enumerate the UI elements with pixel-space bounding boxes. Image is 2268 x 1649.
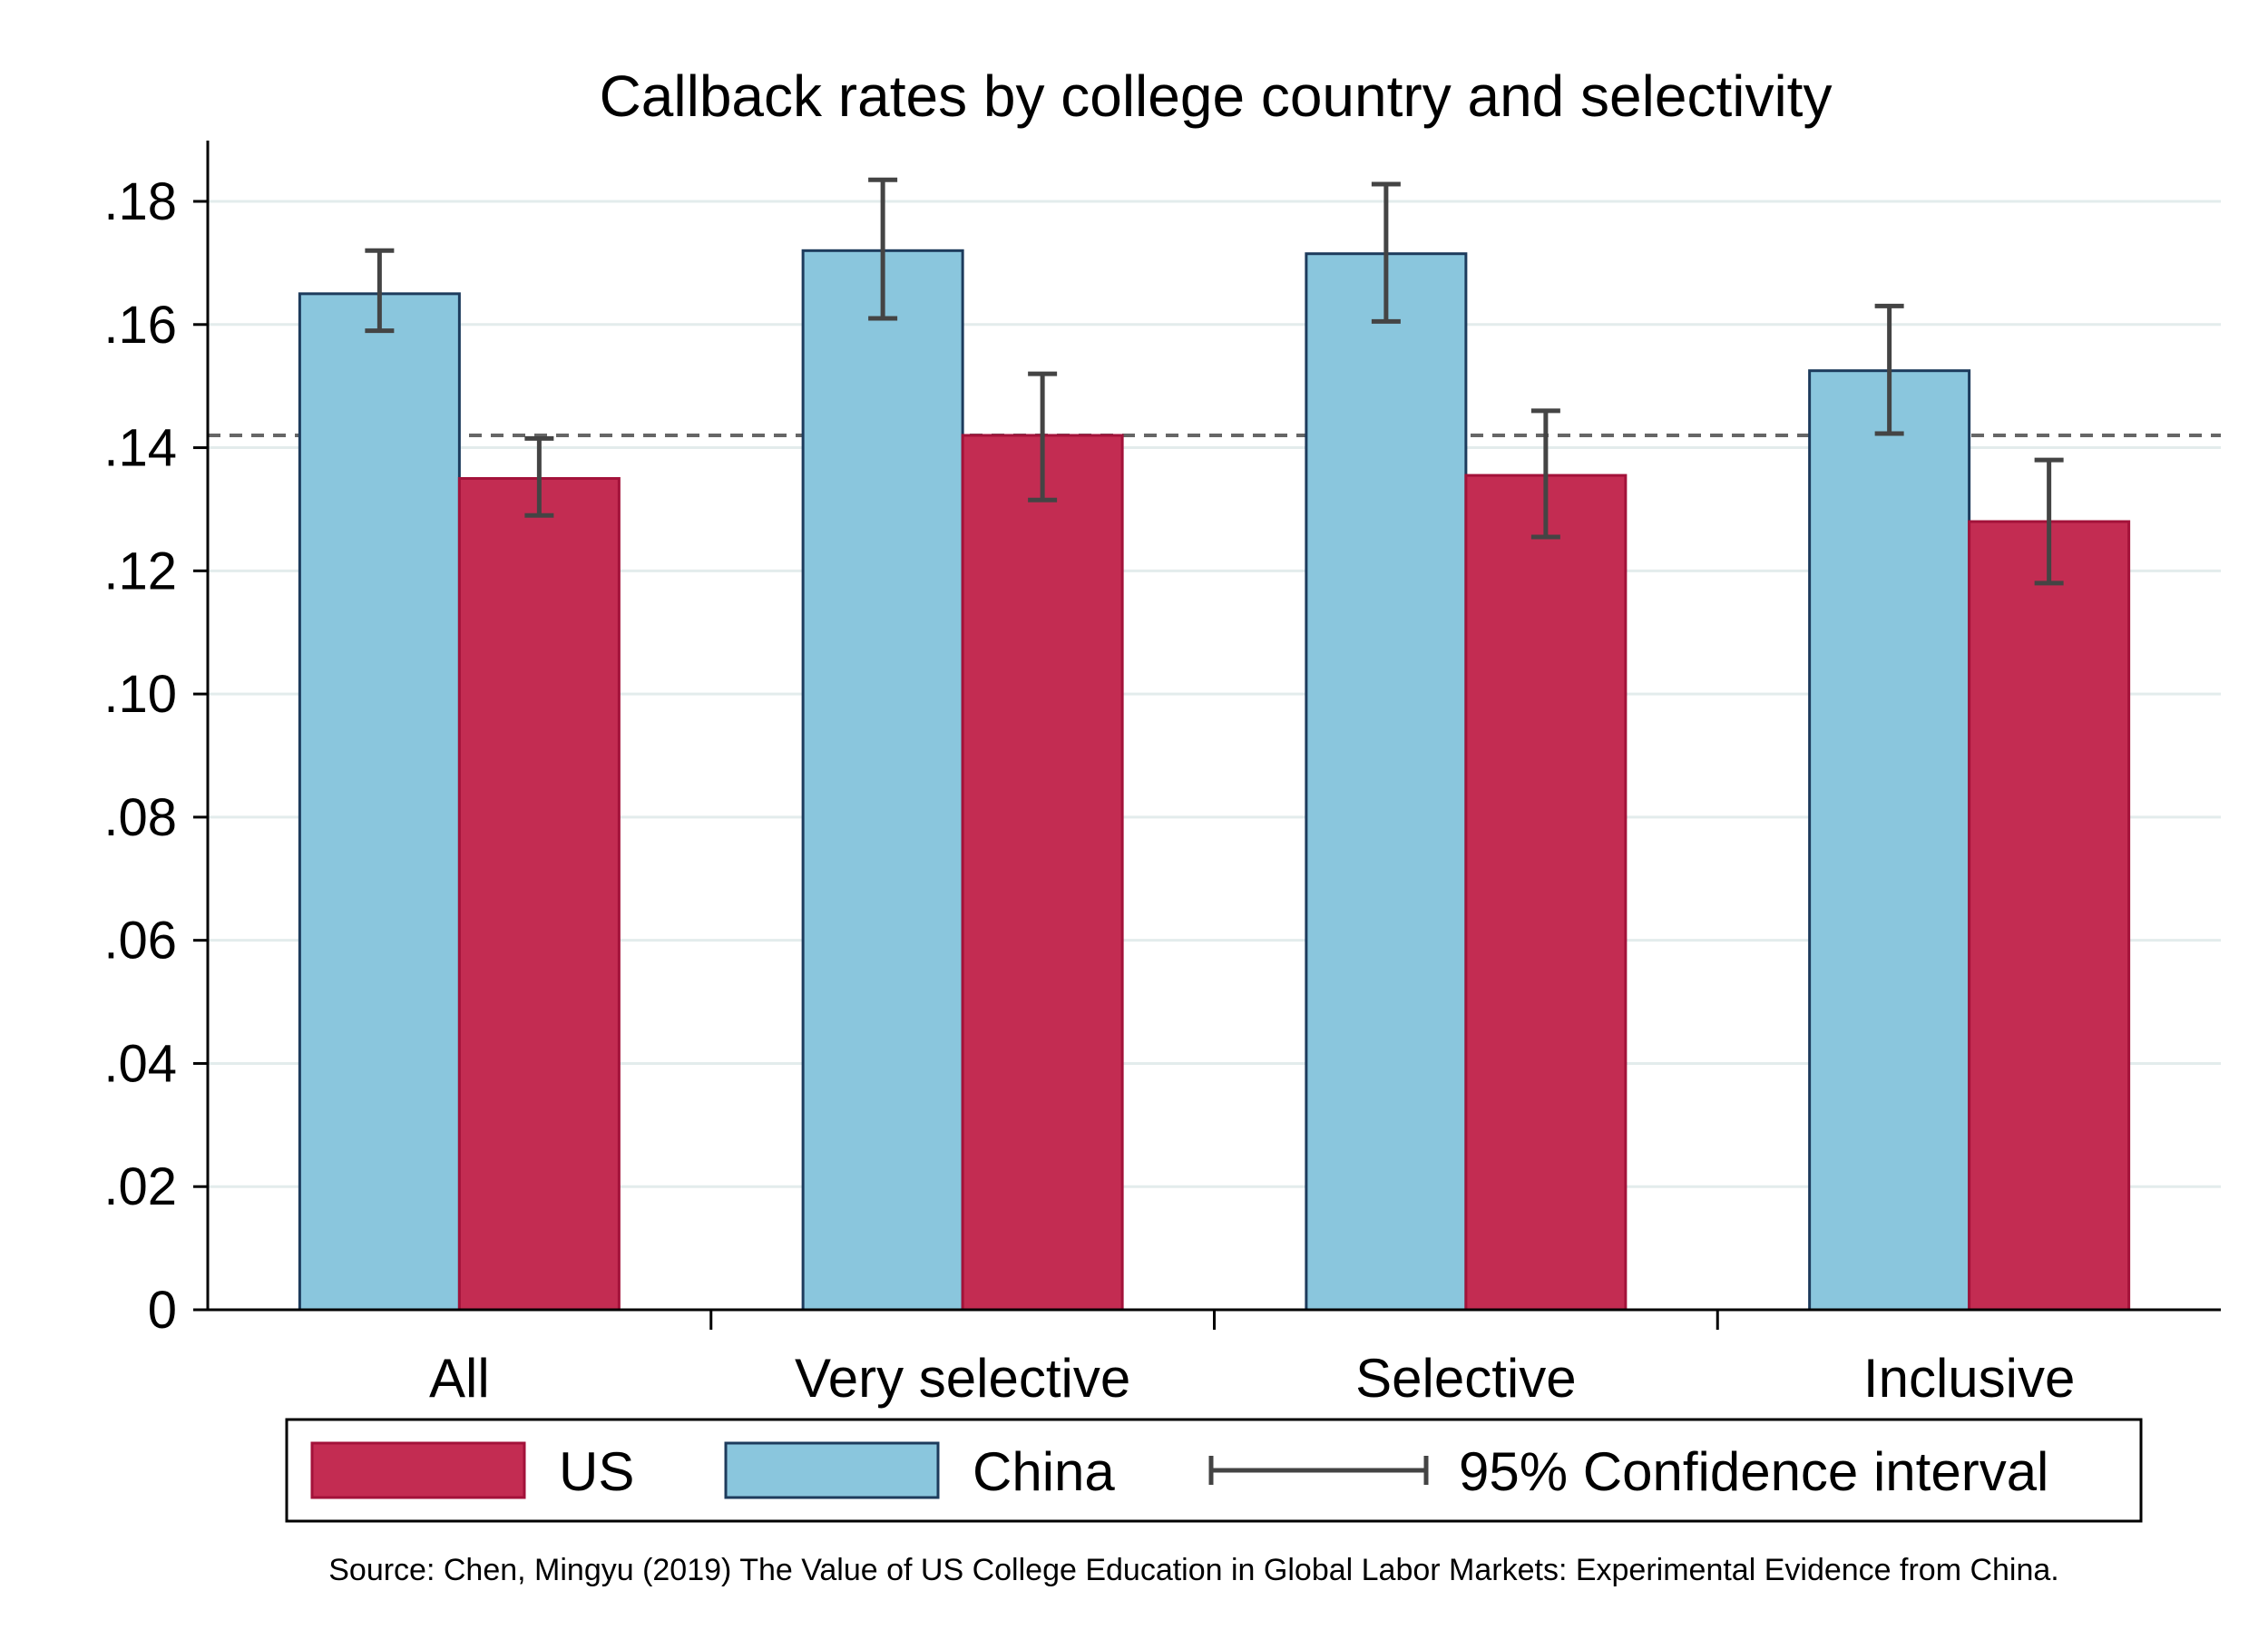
x-tick-label: Very selective <box>795 1348 1130 1409</box>
legend-label-china: China <box>973 1441 1115 1502</box>
bar-china-selective <box>1305 252 1468 1312</box>
legend-label-ci: 95% Confidence interval <box>1459 1441 2048 1502</box>
x-tick-label: Inclusive <box>1863 1348 2075 1409</box>
x-tick-label: Selective <box>1355 1348 1576 1409</box>
legend-box <box>285 1418 2143 1523</box>
errorbar-us-all <box>524 435 554 518</box>
y-tick-label: .06 <box>103 912 177 971</box>
y-tick-label: .02 <box>103 1157 177 1216</box>
y-tick-label: .04 <box>103 1034 177 1093</box>
errorbar-china-very-selective <box>868 177 898 321</box>
legend-swatch-us <box>310 1441 526 1499</box>
bar-china-very-selective <box>801 249 964 1312</box>
errorbar-us-very-selective <box>1028 371 1058 503</box>
bar-us-inclusive <box>1968 520 2131 1312</box>
errorbar-china-inclusive <box>1874 303 1904 436</box>
bar-us-very-selective <box>961 434 1124 1312</box>
y-tick-label: .16 <box>103 296 177 355</box>
legend: US China 95% Confidence interval <box>285 1418 2143 1523</box>
legend-swatch-china <box>724 1441 940 1499</box>
legend-label-us: US <box>559 1441 634 1502</box>
chart-title: Callback rates by college country and se… <box>600 63 1833 129</box>
y-tick-label: .14 <box>103 419 177 478</box>
y-tick-label: .08 <box>103 788 177 847</box>
y-tick-label: 0 <box>148 1281 177 1340</box>
y-tick-label: .18 <box>103 172 177 231</box>
errorbar-us-selective <box>1530 408 1560 540</box>
bar-china-all <box>298 292 461 1312</box>
bar-china-inclusive <box>1808 369 1971 1312</box>
errorbar-china-selective <box>1371 181 1401 324</box>
bar-us-all <box>457 477 621 1312</box>
errorbar-us-inclusive <box>2034 457 2064 586</box>
y-tick-label: .10 <box>103 665 177 724</box>
source-note: Source: Chen, Mingyu (2019) The Value of… <box>328 1553 2059 1587</box>
bar-us-selective <box>1464 473 1628 1312</box>
legend-ci-icon <box>1208 1456 1429 1485</box>
y-tick-label: .12 <box>103 542 177 600</box>
axes: 0 .02 .04 .06 .08 .10 .12 .14 .16 .18 All Very sele… <box>103 141 2221 1409</box>
error-bars <box>365 177 2064 586</box>
errorbar-china-all <box>365 248 395 334</box>
bars <box>298 249 2131 1312</box>
x-tick-label: All <box>429 1348 490 1409</box>
